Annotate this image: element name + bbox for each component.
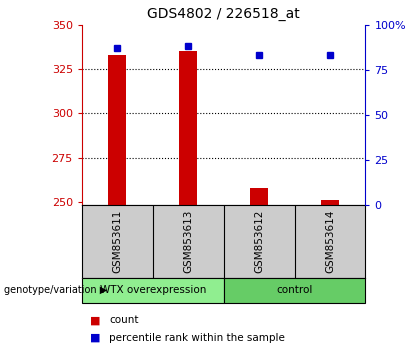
Text: WTX overexpression: WTX overexpression — [100, 285, 206, 295]
Text: control: control — [276, 285, 313, 295]
Text: percentile rank within the sample: percentile rank within the sample — [109, 333, 285, 343]
Title: GDS4802 / 226518_at: GDS4802 / 226518_at — [147, 7, 300, 21]
Bar — [179, 51, 197, 205]
Text: count: count — [109, 315, 139, 325]
Text: GSM853612: GSM853612 — [254, 210, 264, 273]
Bar — [250, 188, 268, 205]
Text: ■: ■ — [90, 333, 101, 343]
Bar — [224, 278, 365, 303]
Text: GSM853613: GSM853613 — [183, 210, 193, 273]
Bar — [108, 55, 126, 205]
Text: genotype/variation ▶: genotype/variation ▶ — [4, 285, 108, 295]
Text: GSM853611: GSM853611 — [112, 210, 122, 273]
Bar — [321, 200, 339, 205]
Text: GSM853614: GSM853614 — [325, 210, 335, 273]
Text: ■: ■ — [90, 315, 101, 325]
Bar — [82, 278, 224, 303]
